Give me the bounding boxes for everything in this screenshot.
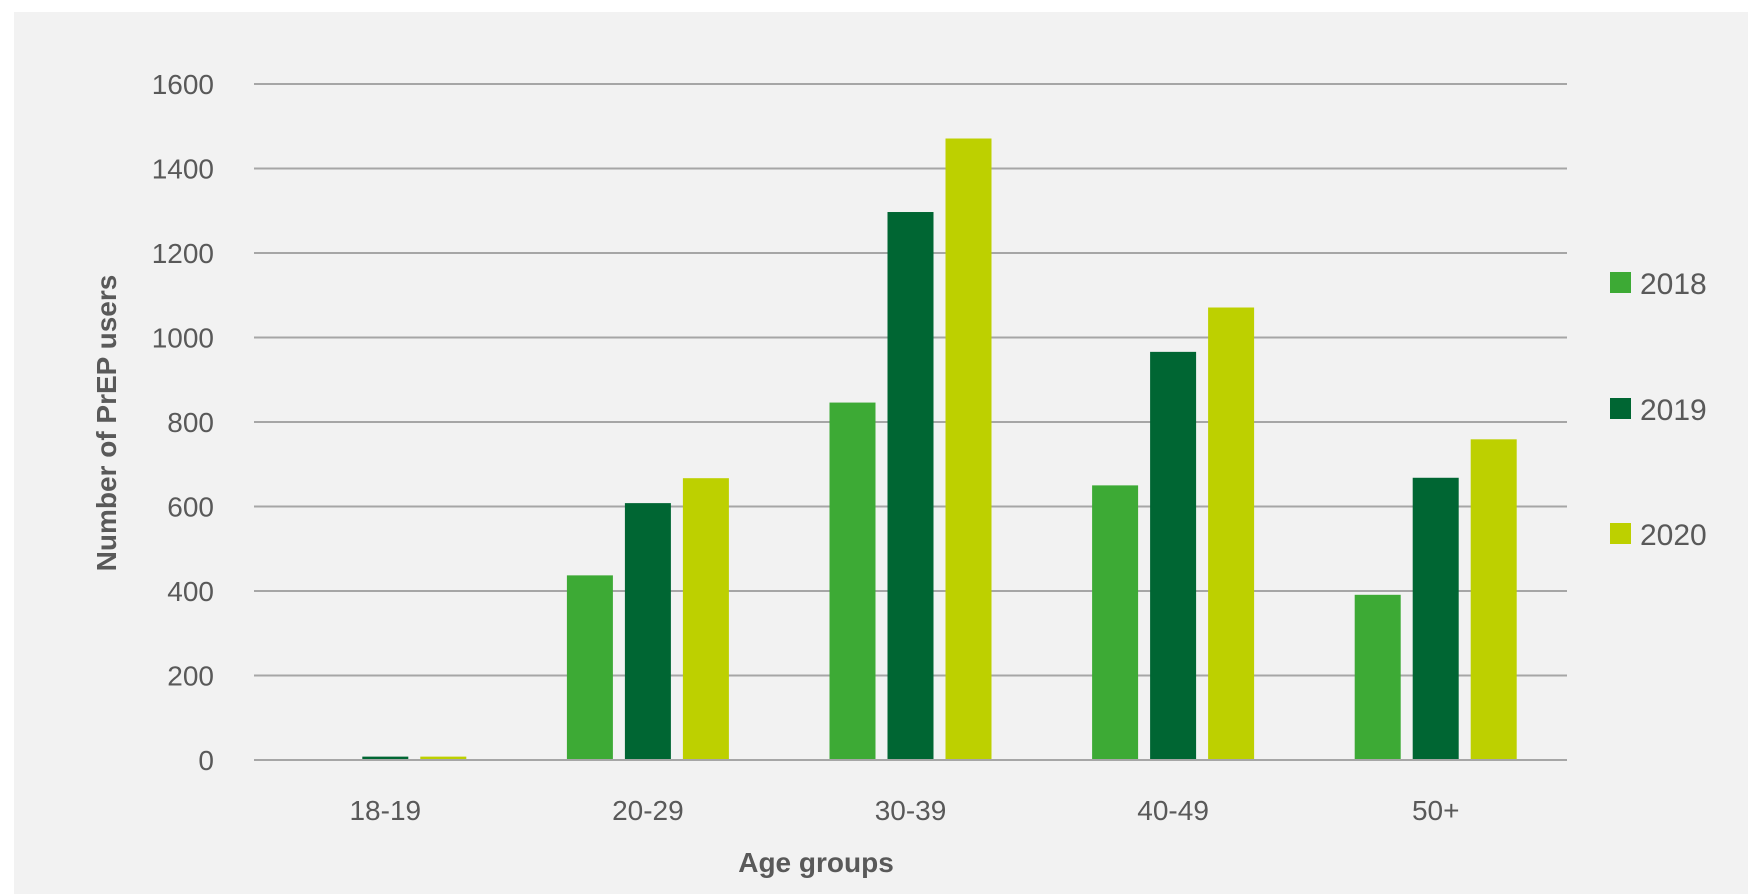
x-tick-label: 50+ (1412, 795, 1460, 826)
legend-swatch-2018 (1610, 272, 1631, 293)
y-axis-title: Number of PrEP users (91, 275, 122, 572)
bars (362, 138, 1517, 760)
legend-swatch-2019 (1610, 398, 1631, 419)
bar-2019-20-29 (624, 503, 671, 760)
x-axis-title: Age groups (738, 847, 894, 878)
bar-2020-18-19 (420, 756, 467, 760)
legend-label-2018: 2018 (1640, 268, 1707, 301)
legend: 2018 2019 2020 (1610, 268, 1707, 552)
bar-2020-30-39 (945, 138, 992, 760)
y-tick-label: 1000 (152, 323, 214, 354)
y-tick-label: 1600 (152, 69, 214, 100)
x-tick-label: 20-29 (612, 795, 684, 826)
bar-2018-40-49 (1092, 485, 1139, 760)
x-tick-label: 40-49 (1137, 795, 1209, 826)
bar-2018-20-29 (566, 575, 613, 760)
legend-label-2019: 2019 (1640, 394, 1707, 427)
y-tick-label: 1400 (152, 154, 214, 185)
y-tick-label: 800 (167, 407, 214, 438)
x-tick-label: 30-39 (875, 795, 947, 826)
bar-2018-30-39 (829, 402, 876, 760)
y-tick-label: 600 (167, 492, 214, 523)
bar-2020-40-49 (1208, 307, 1255, 760)
y-tick-label: 1200 (152, 238, 214, 269)
y-tick-label: 400 (167, 576, 214, 607)
legend-swatch-2020 (1610, 523, 1631, 544)
x-tick-label: 18-19 (349, 795, 421, 826)
y-axis-ticks: 0 200 400 600 800 1000 1200 1400 1600 (152, 69, 214, 776)
bar-2019-30-39 (887, 212, 934, 760)
bar-2020-50+ (1470, 439, 1517, 760)
bar-2019-18-19 (362, 756, 409, 760)
bar-2019-50+ (1412, 477, 1459, 760)
bar-2018-50+ (1354, 594, 1401, 760)
bar-2020-20-29 (682, 478, 729, 760)
bar-2019-40-49 (1150, 351, 1197, 760)
chart-frame (14, 12, 1748, 894)
legend-label-2020: 2020 (1640, 519, 1707, 552)
y-tick-label: 0 (198, 745, 214, 776)
y-tick-label: 200 (167, 661, 214, 692)
x-axis-ticks: 18-19 20-29 30-39 40-49 50+ (349, 795, 1459, 826)
